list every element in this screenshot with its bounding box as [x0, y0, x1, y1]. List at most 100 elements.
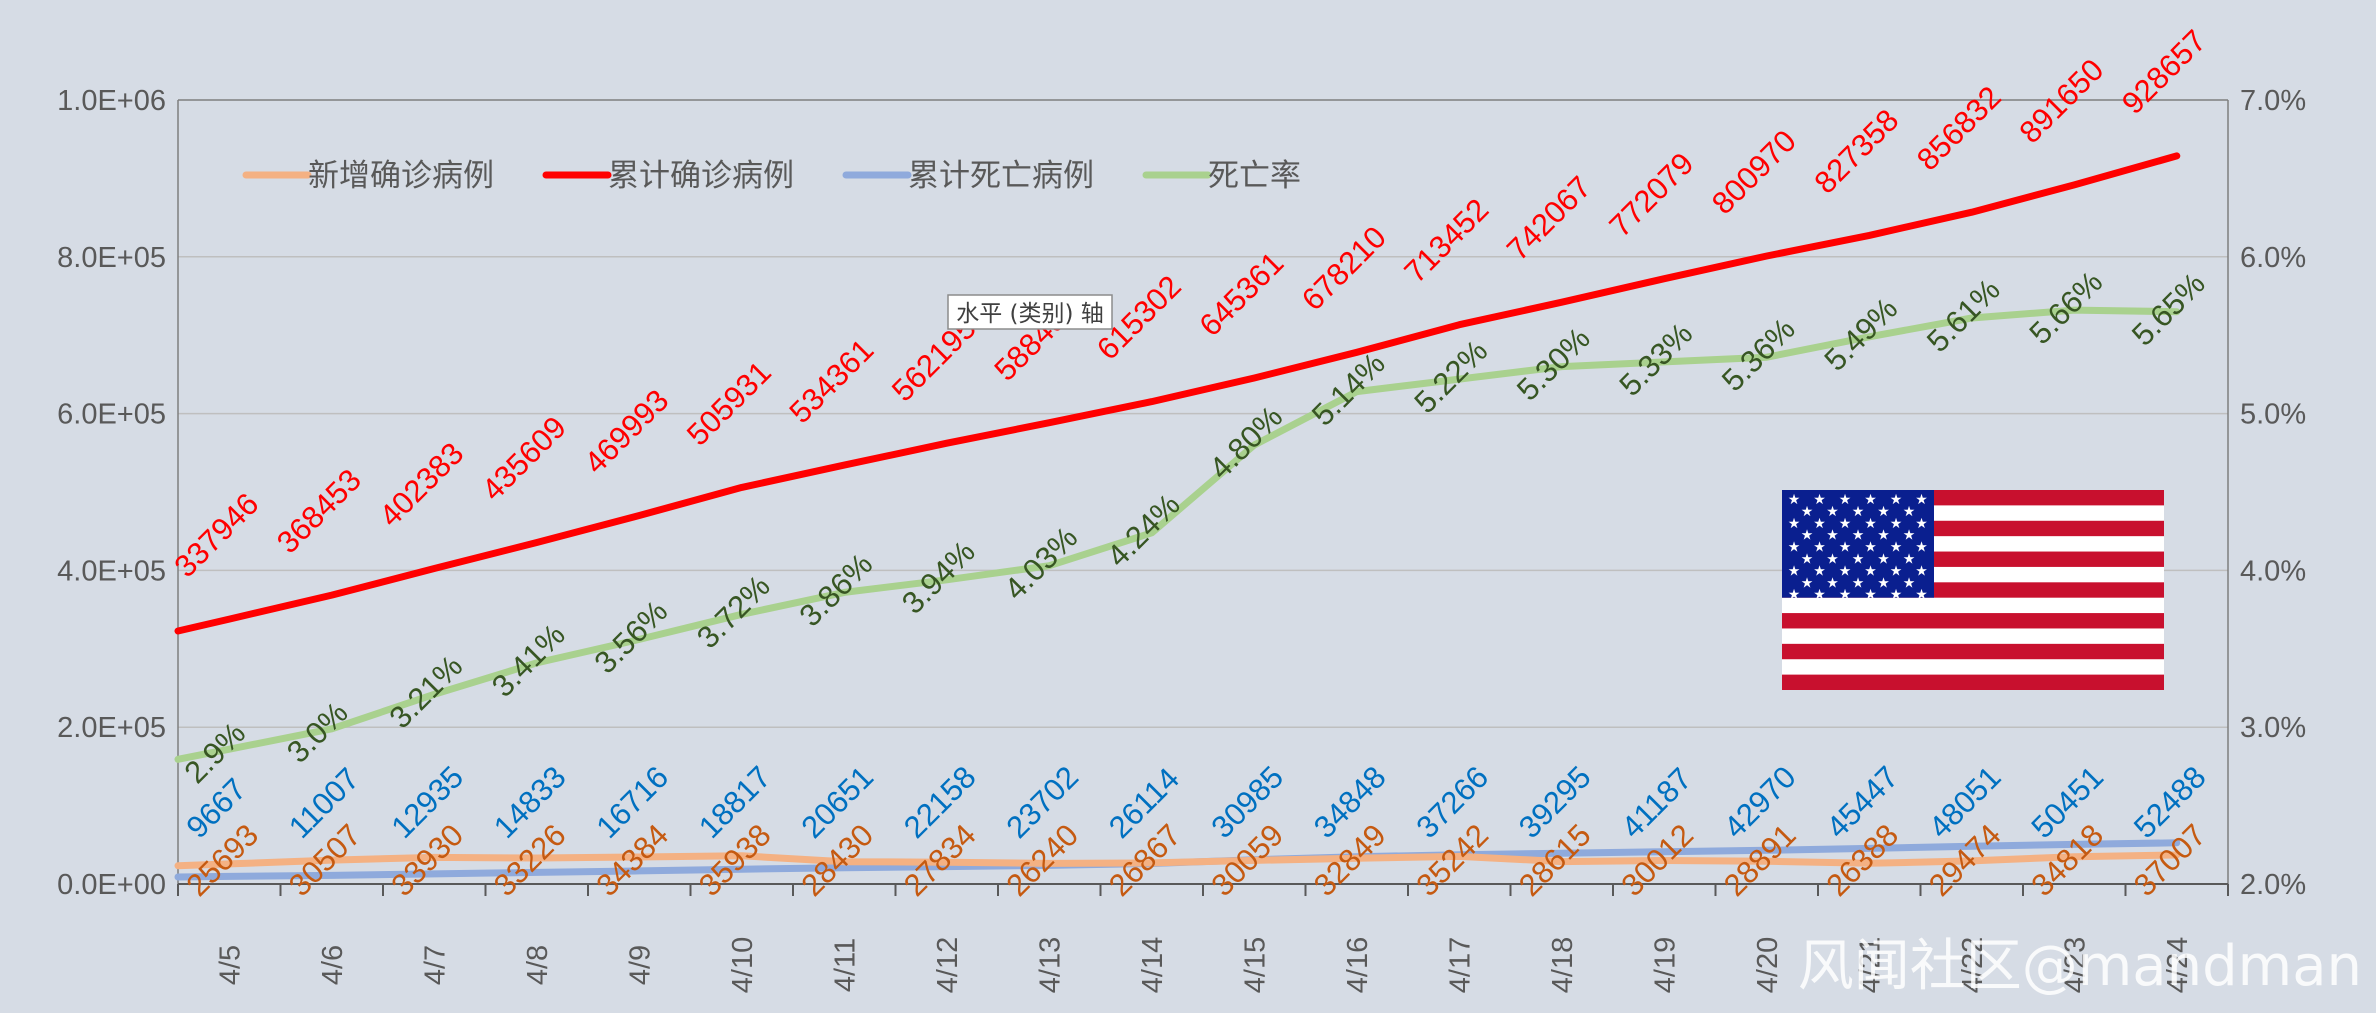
tooltip-text: 水平 (类别) 轴 — [956, 301, 1104, 327]
data-labels: 25693 30507 33930 33226 34384 35938 28430 27834… — [167, 23, 2212, 903]
flag-star: ★ — [1801, 575, 1814, 591]
flag-star: ★ — [1864, 516, 1877, 532]
legend[interactable]: 新增确诊病例 累计确诊病例 累计死亡病例 死亡率 — [242, 158, 1301, 194]
data-label: 772079 — [1602, 146, 1700, 244]
x-tick-label: 4/19 — [1649, 937, 1681, 993]
series-line-1 — [174, 152, 2181, 635]
x-tick-label: 4/5 — [214, 945, 246, 985]
legend-item-0[interactable]: 新增确诊病例 — [242, 158, 494, 194]
legend-label: 累计确诊病例 — [608, 158, 794, 194]
y-right-tick-label: 2.0% — [2240, 869, 2306, 901]
flag-star: ★ — [1877, 575, 1890, 591]
flag-star: ★ — [1864, 540, 1877, 556]
x-tick-label: 4/8 — [522, 945, 554, 985]
flag-star: ★ — [1839, 563, 1852, 579]
x-tick-label: 4/20 — [1752, 937, 1784, 993]
flag-star: ★ — [1903, 552, 1916, 568]
data-label: 742067 — [1500, 169, 1598, 267]
x-tick-label: 4/18 — [1547, 937, 1579, 993]
flag-star: ★ — [1839, 540, 1852, 556]
axis-tooltip: 水平 (类别) 轴 — [947, 294, 1113, 330]
x-tick-label: 4/7 — [419, 945, 451, 985]
data-label: 3.21% — [382, 648, 469, 735]
series-line-0 — [174, 851, 2181, 870]
flag-stripe — [1782, 613, 2164, 629]
flag-star: ★ — [1915, 492, 1928, 508]
data-label: 856832 — [1910, 79, 2008, 177]
y-left-tick-label: 6.0E+05 — [57, 399, 166, 431]
flag-star: ★ — [1788, 563, 1801, 579]
x-tick-label: 4/6 — [317, 945, 349, 985]
data-label: 435609 — [475, 410, 573, 508]
x-tick-label: 4/12 — [932, 937, 964, 993]
y-right-tick-label: 5.0% — [2240, 399, 2306, 431]
flag-star: ★ — [1852, 552, 1865, 568]
flag-star: ★ — [1839, 492, 1852, 508]
flag-star: ★ — [1801, 528, 1814, 544]
data-label: 402383 — [372, 436, 470, 534]
flag-star: ★ — [1864, 587, 1877, 603]
flag-star: ★ — [1890, 540, 1903, 556]
legend-label: 死亡率 — [1208, 158, 1301, 194]
flag-star: ★ — [1877, 552, 1890, 568]
flag-star: ★ — [1903, 575, 1916, 591]
y-left-tick-label: 4.0E+05 — [57, 555, 166, 587]
data-label: 928657 — [2115, 23, 2213, 121]
x-tick-label: 4/9 — [624, 945, 656, 985]
flag-star: ★ — [1788, 587, 1801, 603]
y-left-tick-label: 0.0E+00 — [57, 869, 166, 901]
legend-item-1[interactable]: 累计确诊病例 — [542, 158, 794, 194]
flag-star: ★ — [1826, 575, 1839, 591]
x-tick-label: 4/13 — [1034, 937, 1066, 993]
axes: 0.0E+00 2.0% 2.0E+05 3.0% 4.0E+05 4.0% 6.0E+05… — [57, 85, 2306, 993]
flag-star: ★ — [1890, 587, 1903, 603]
x-tick-label: 4/24 — [2162, 937, 2194, 993]
flag-star: ★ — [1826, 504, 1839, 520]
us-flag-image: ★ ★ ★ ★ ★ ★★ ★ ★ ★ ★★ ★ ★ ★ ★ ★★ ★ ★ ★ ★★ ★ ★ ★ ★ ★★ ★ ★ ★ ★★ ★ ★ ★ ★ ★★… — [1782, 490, 2164, 690]
legend-item-3[interactable]: 死亡率 — [1142, 158, 1301, 194]
data-label: 891650 — [2012, 52, 2110, 150]
flag-star: ★ — [1890, 563, 1903, 579]
y-left-tick-label: 8.0E+05 — [57, 242, 166, 274]
flag-star: ★ — [1839, 516, 1852, 532]
data-label: 368453 — [270, 462, 368, 560]
data-label: 713452 — [1397, 192, 1495, 290]
flag-star: ★ — [1903, 504, 1916, 520]
legend-label: 新增确诊病例 — [308, 158, 494, 194]
y-right-tick-label: 6.0% — [2240, 242, 2306, 274]
y-left-tick-label: 2.0E+05 — [57, 712, 166, 744]
data-label: 337946 — [167, 486, 265, 584]
x-tick-label: 4/22 — [1957, 937, 1989, 993]
series-lines — [174, 152, 2181, 881]
y-right-tick-label: 4.0% — [2240, 555, 2306, 587]
flag-star: ★ — [1813, 587, 1826, 603]
watermark: 风闻社区@mandman — [1798, 934, 2362, 999]
y-right-tick-label: 3.0% — [2240, 712, 2306, 744]
y-left-tick-label: 1.0E+06 — [57, 85, 166, 117]
flag-star: ★ — [1813, 563, 1826, 579]
x-tick-label: 4/23 — [2059, 937, 2091, 993]
x-tick-label: 4/11 — [829, 938, 861, 992]
data-label: 534361 — [782, 332, 880, 430]
data-label: 800970 — [1705, 123, 1803, 221]
data-label: 505931 — [680, 354, 778, 452]
flag-star: ★ — [1915, 516, 1928, 532]
x-tick-label: 4/10 — [727, 937, 759, 993]
flag-star: ★ — [1788, 516, 1801, 532]
flag-canton — [1782, 490, 1934, 598]
flag-star: ★ — [1915, 587, 1928, 603]
flag-star: ★ — [1801, 552, 1814, 568]
legend-item-2[interactable]: 累计死亡病例 — [842, 158, 1094, 194]
flag-star: ★ — [1877, 528, 1890, 544]
x-tick-label: 4/15 — [1239, 937, 1271, 993]
y-right-tick-label: 7.0% — [2240, 85, 2306, 117]
flag-star: ★ — [1839, 587, 1852, 603]
flag-star: ★ — [1813, 492, 1826, 508]
x-tick-label: 4/21 — [1854, 937, 1886, 993]
data-label: 3.0% — [280, 695, 355, 770]
x-tick-label: 4/14 — [1137, 937, 1169, 993]
flag-star: ★ — [1890, 516, 1903, 532]
flag-star: ★ — [1788, 492, 1801, 508]
flag-star: ★ — [1890, 492, 1903, 508]
